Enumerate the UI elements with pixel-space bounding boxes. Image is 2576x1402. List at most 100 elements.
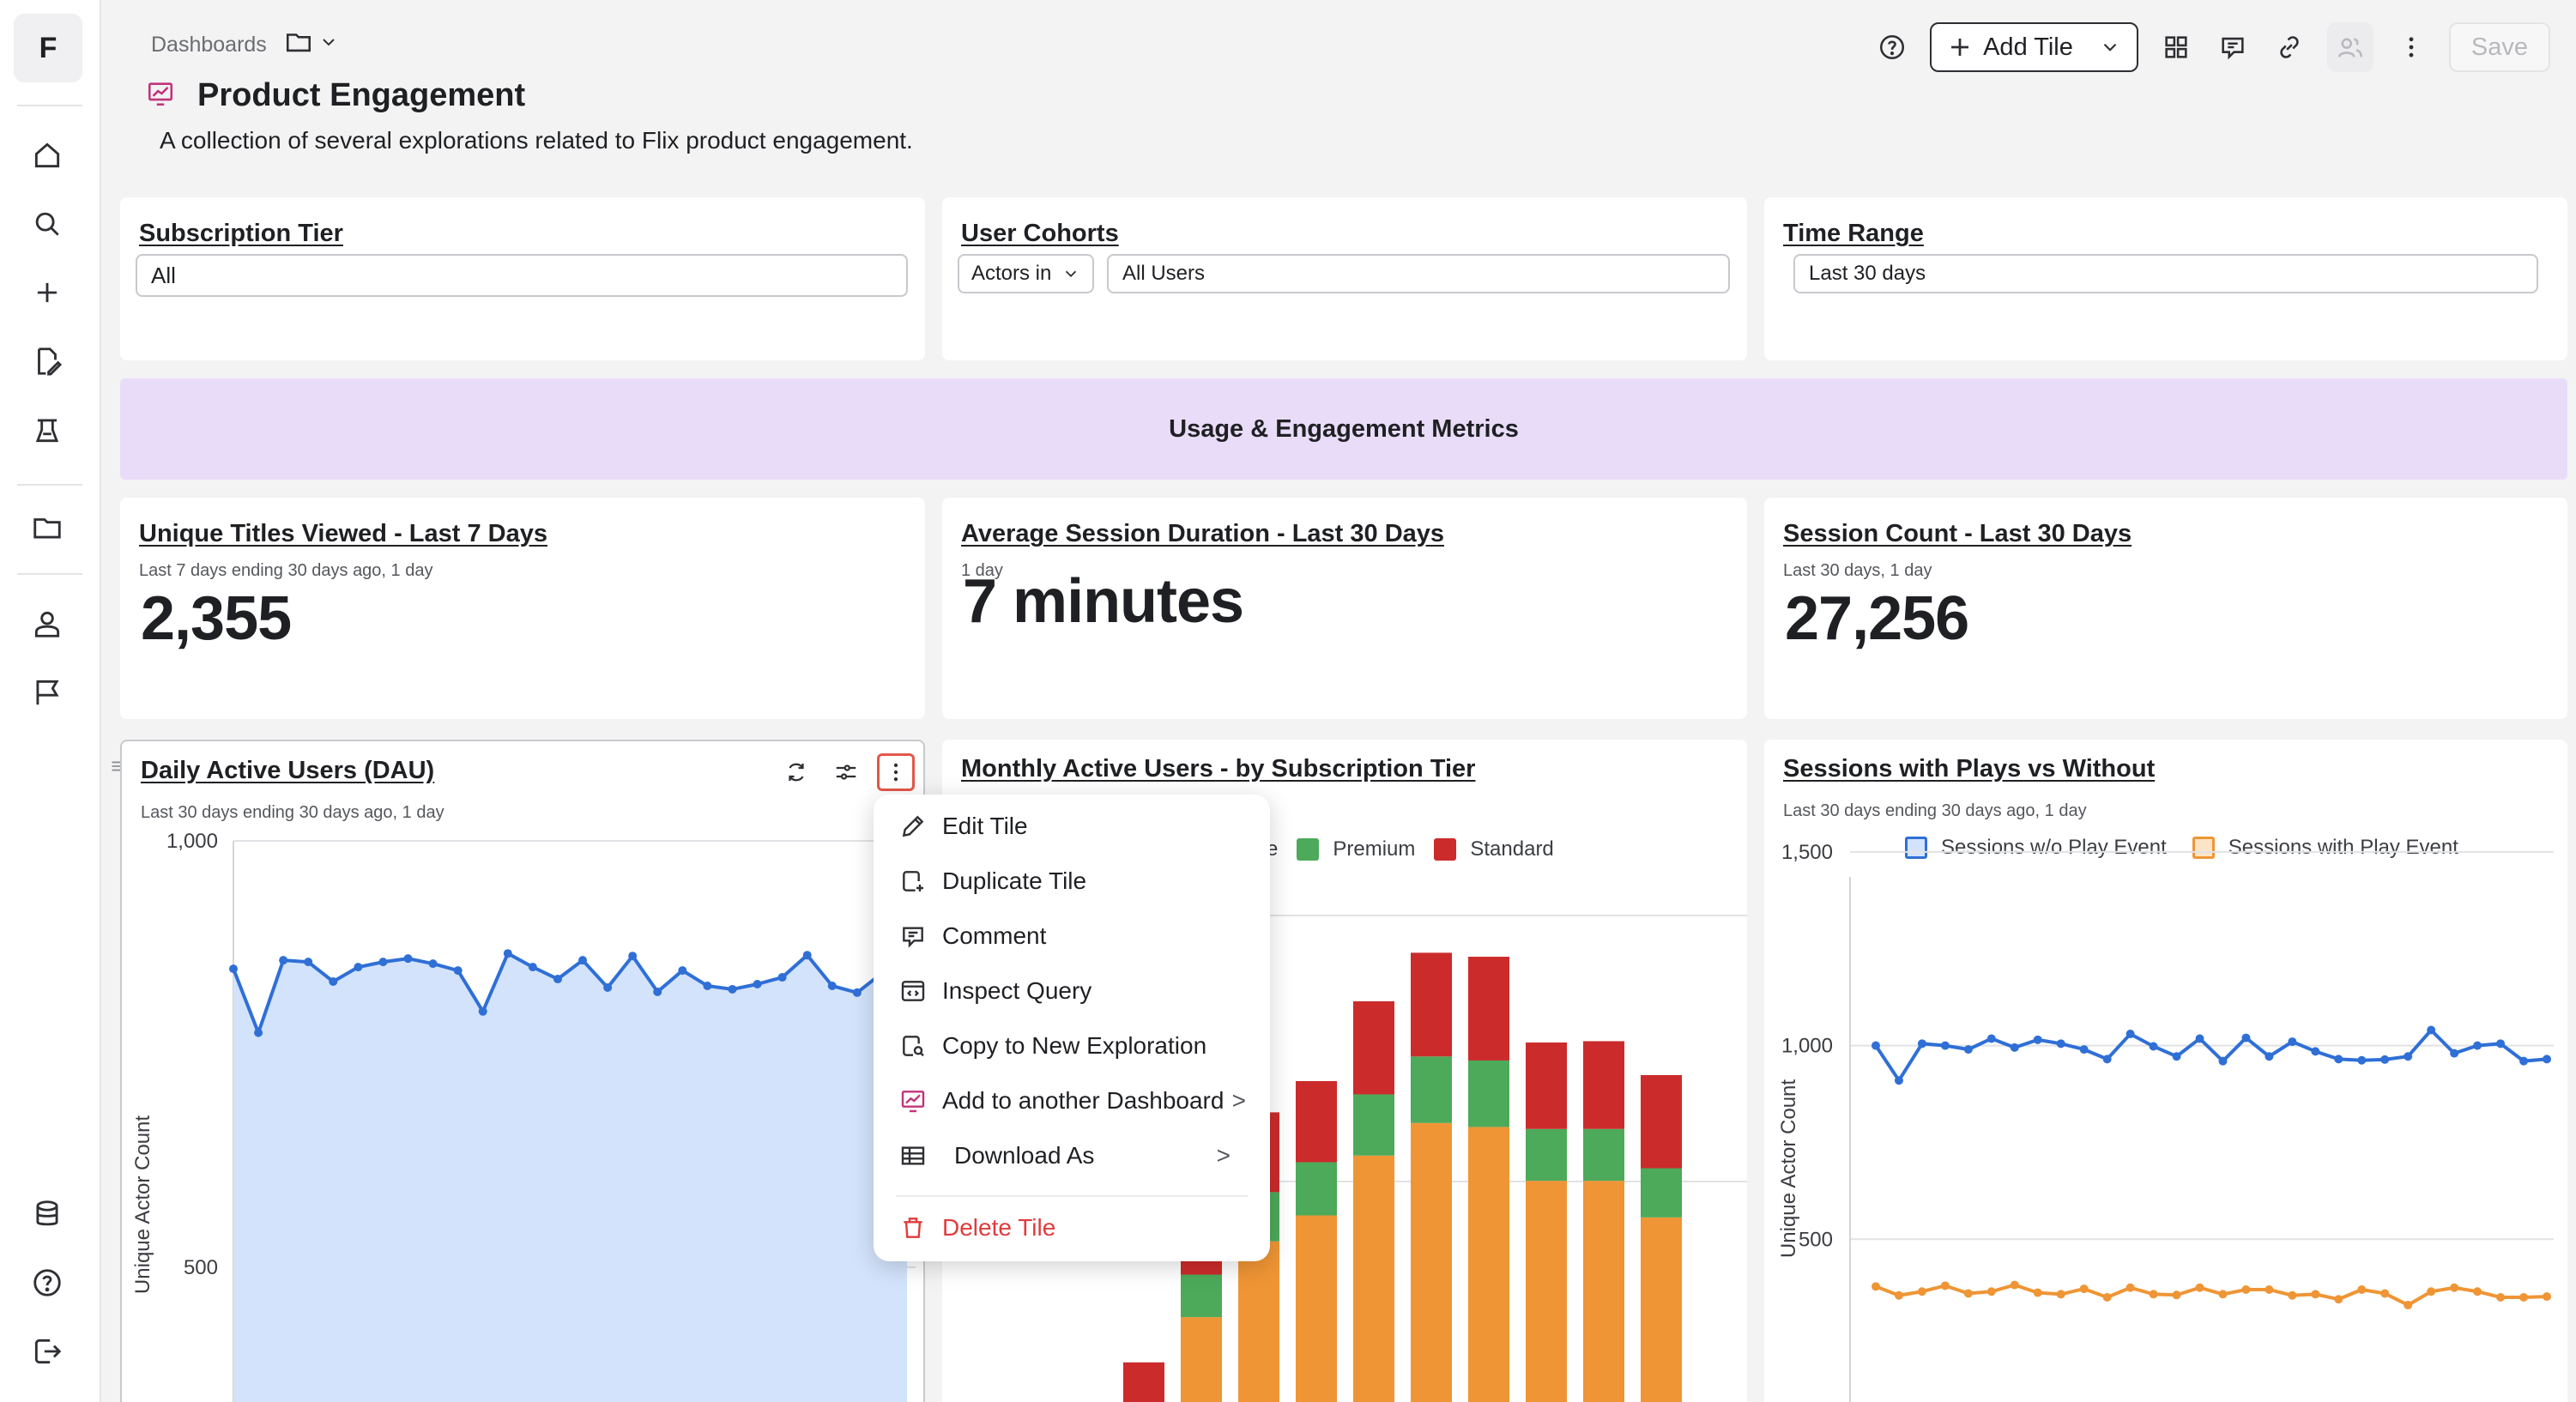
tile-dau[interactable]: Daily Active Users (DAU) Last 30 days en… bbox=[120, 740, 925, 1402]
filter-settings-icon[interactable] bbox=[827, 753, 865, 791]
more-options-icon[interactable] bbox=[2392, 28, 2430, 66]
data-point bbox=[304, 958, 313, 967]
cohort-value-input[interactable]: All Users bbox=[1107, 254, 1730, 293]
tile-mau[interactable]: Monthly Active Users - by Subscription T… bbox=[942, 740, 1747, 1402]
legend-swatch-with-play bbox=[2192, 837, 2215, 859]
data-point bbox=[2172, 1052, 2181, 1061]
legend-swatch-standard bbox=[1434, 838, 1457, 861]
search-icon[interactable] bbox=[26, 202, 69, 245]
y-tick-label: 1,500 bbox=[1781, 841, 1833, 864]
logout-icon[interactable] bbox=[26, 1330, 69, 1373]
metric-title[interactable]: Unique Titles Viewed - Last 7 Days bbox=[139, 520, 547, 547]
plus-icon[interactable] bbox=[26, 271, 69, 314]
data-point bbox=[2102, 1055, 2112, 1064]
breadcrumb: Dashboards bbox=[151, 27, 339, 63]
data-point bbox=[2404, 1301, 2413, 1310]
tile-subtitle: Last 30 days ending 30 days ago, 1 day bbox=[141, 803, 444, 822]
tile-title[interactable]: Daily Active Users (DAU) bbox=[141, 757, 435, 784]
flag-icon[interactable] bbox=[26, 671, 69, 714]
bar-orange bbox=[1641, 1217, 1682, 1402]
data-point bbox=[2357, 1284, 2367, 1294]
metric-card[interactable]: Unique Titles Viewed - Last 7 Days Last … bbox=[120, 498, 925, 719]
data-point bbox=[329, 977, 338, 987]
data-point bbox=[2010, 1042, 2019, 1052]
data-point bbox=[229, 964, 238, 974]
data-point bbox=[2496, 1293, 2506, 1302]
data-point bbox=[2380, 1289, 2390, 1298]
tile-sessions[interactable]: Sessions with Plays vs Without Last 30 d… bbox=[1764, 740, 2567, 1402]
breadcrumb-dashboards[interactable]: Dashboards bbox=[151, 33, 267, 57]
folder-icon[interactable] bbox=[284, 27, 313, 63]
subscription-tier-input[interactable]: All bbox=[136, 254, 908, 297]
save-button[interactable]: Save bbox=[2448, 22, 2550, 72]
menu-item-duplicate-tile[interactable]: Duplicate Tile bbox=[899, 860, 1260, 903]
cohort-operator-select[interactable]: Actors in bbox=[958, 254, 1095, 293]
tile-title[interactable]: Monthly Active Users - by Subscription T… bbox=[961, 755, 1476, 783]
data-point bbox=[2519, 1293, 2529, 1302]
metric-title[interactable]: Session Count - Last 30 Days bbox=[1783, 520, 2132, 547]
link-icon[interactable] bbox=[2271, 28, 2308, 66]
data-point bbox=[2404, 1052, 2413, 1061]
data-point bbox=[279, 956, 288, 965]
bar-orange bbox=[1181, 1317, 1222, 1402]
menu-item-inspect-query[interactable]: Inspect Query bbox=[899, 970, 1260, 1012]
data-point bbox=[802, 951, 812, 960]
user-icon[interactable] bbox=[26, 602, 69, 645]
menu-item-delete-tile[interactable]: Delete Tile bbox=[899, 1206, 1260, 1249]
data-point bbox=[628, 952, 638, 961]
help-icon[interactable] bbox=[26, 1261, 69, 1304]
grid-layout-icon[interactable] bbox=[2157, 28, 2195, 66]
add-tile-button[interactable]: Add Tile bbox=[1930, 22, 2138, 72]
data-point bbox=[1894, 1290, 1903, 1300]
menu-item-add-to-another-dashboard[interactable]: Add to another Dashboard > bbox=[899, 1079, 1260, 1122]
data-point bbox=[777, 973, 787, 982]
data-point bbox=[528, 963, 537, 972]
data-point bbox=[1986, 1287, 1996, 1296]
add-tile-label: Add Tile bbox=[1983, 33, 2073, 61]
comment-icon[interactable] bbox=[2214, 28, 2252, 66]
share-users-icon[interactable] bbox=[2326, 22, 2373, 72]
data-point bbox=[354, 963, 363, 972]
menu-item-download-as[interactable]: Download As > bbox=[899, 1134, 1260, 1177]
app-logo[interactable]: F bbox=[14, 14, 82, 82]
data-point bbox=[2149, 1290, 2158, 1299]
sidebar-divider bbox=[17, 484, 82, 486]
bar-standard bbox=[1526, 1042, 1567, 1129]
bar-standard bbox=[1583, 1041, 1624, 1129]
filter-title: Time Range bbox=[1783, 220, 1924, 247]
menu-item-label: Add to another Dashboard bbox=[942, 1087, 1225, 1114]
dau-chart: 1,000 500 Unique Actor Count bbox=[131, 830, 916, 1402]
menu-item-label: Download As bbox=[954, 1142, 1095, 1169]
menu-item-comment[interactable]: Comment bbox=[899, 915, 1260, 958]
data-point bbox=[2056, 1290, 2065, 1299]
database-icon[interactable] bbox=[26, 1193, 69, 1236]
chevron-down-icon[interactable] bbox=[318, 32, 339, 58]
refresh-icon[interactable] bbox=[777, 753, 815, 791]
code-icon bbox=[901, 981, 925, 1001]
tile-context-menu: Edit Tile Duplicate Tile Comment Inspect… bbox=[874, 795, 1270, 1261]
data-point bbox=[728, 984, 737, 994]
menu-item-label: Edit Tile bbox=[942, 813, 1028, 839]
chevron-down-icon[interactable] bbox=[2099, 36, 2121, 58]
tile-title[interactable]: Sessions with Plays vs Without bbox=[1783, 755, 2156, 783]
data-point bbox=[1894, 1076, 1903, 1085]
metric-title[interactable]: Average Session Duration - Last 30 Days bbox=[961, 520, 1445, 547]
help-icon[interactable] bbox=[1873, 28, 1911, 66]
tile-menu-icon[interactable] bbox=[877, 753, 915, 791]
time-range-input[interactable]: Last 30 days bbox=[1793, 254, 2538, 293]
menu-item-copy-to-new-exploration[interactable]: Copy to New Exploration bbox=[899, 1024, 1260, 1067]
filter-title: Subscription Tier bbox=[139, 220, 343, 247]
menu-item-edit-tile[interactable]: Edit Tile bbox=[899, 805, 1260, 848]
folder-icon[interactable] bbox=[26, 506, 69, 549]
comment-icon bbox=[903, 927, 923, 948]
metric-card[interactable]: Session Count - Last 30 Days Last 30 day… bbox=[1764, 498, 2567, 719]
bar-orange bbox=[1526, 1181, 1567, 1402]
data-point bbox=[2380, 1055, 2390, 1064]
dashboard-description: A collection of several explorations rel… bbox=[160, 127, 913, 154]
chevron-down-icon bbox=[1066, 270, 1077, 278]
edit-document-icon[interactable] bbox=[26, 340, 69, 383]
data-point bbox=[2218, 1056, 2228, 1066]
home-icon[interactable] bbox=[26, 134, 69, 177]
metric-card[interactable]: Average Session Duration - Last 30 Days … bbox=[942, 498, 1747, 719]
lab-icon[interactable] bbox=[26, 408, 69, 451]
